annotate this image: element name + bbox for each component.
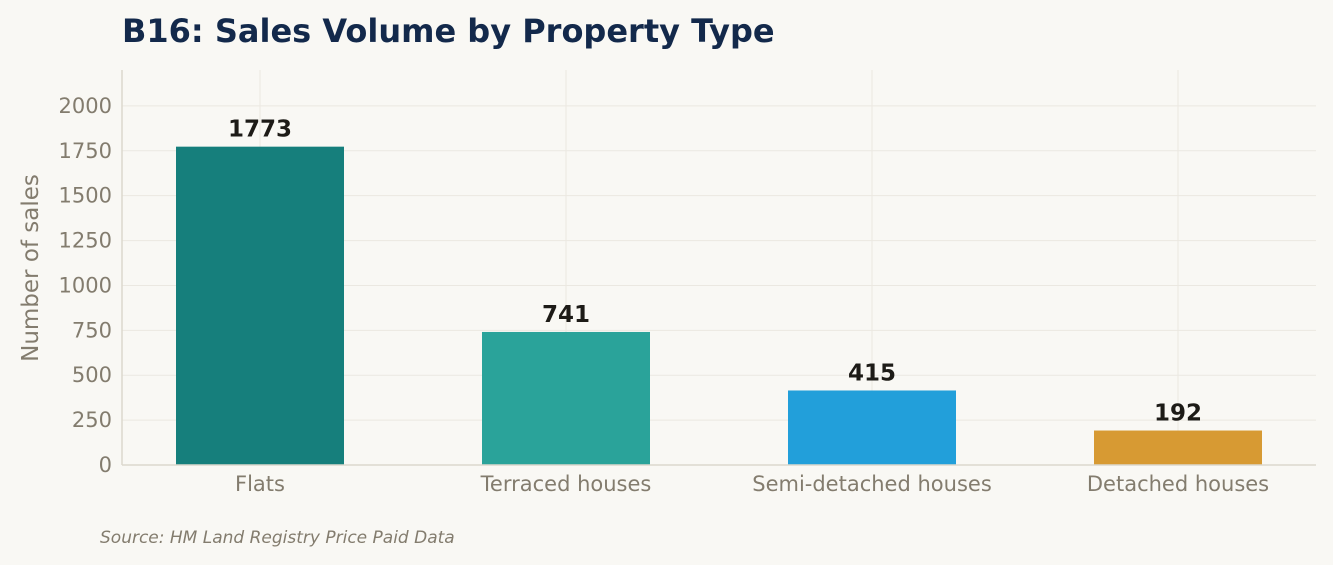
axes — [121, 70, 1316, 466]
y-tick-label: 2000 — [59, 94, 112, 118]
value-label: 741 — [542, 302, 590, 328]
value-labels: 1773 741 415 192 — [228, 117, 1202, 427]
bar-terraced-houses — [482, 331, 650, 465]
x-tick-label: Detached houses — [1087, 472, 1269, 496]
y-tick-label: 250 — [72, 408, 112, 432]
y-tick-label: 1250 — [59, 229, 112, 253]
source-note: Source: HM Land Registry Price Paid Data — [100, 528, 455, 548]
bar-semi-detached-houses — [788, 390, 956, 465]
y-tick-label: 1750 — [59, 139, 112, 163]
x-tick-label: Flats — [235, 472, 285, 496]
bars — [176, 146, 1262, 466]
x-tick-label: Semi-detached houses — [752, 472, 992, 496]
y-tick-label: 1500 — [59, 184, 112, 208]
y-tick-label: 0 — [99, 453, 112, 477]
y-tick-label: 1000 — [59, 273, 112, 297]
chart-title: B16: Sales Volume by Property Type — [122, 12, 775, 50]
bar-flats — [176, 146, 344, 466]
value-label: 192 — [1154, 401, 1202, 427]
y-tick-label: 750 — [72, 318, 112, 342]
y-tick-labels: 0 250 500 750 1000 1250 1500 1750 2000 — [59, 94, 112, 477]
y-tick-label: 500 — [72, 363, 112, 387]
value-label: 1773 — [228, 117, 292, 143]
y-axis-label: Number of sales — [18, 174, 44, 362]
bar-detached-houses — [1094, 430, 1262, 465]
x-tick-label: Terraced houses — [480, 472, 652, 496]
x-tick-labels: Flats Terraced houses Semi-detached houses… — [235, 472, 1269, 496]
value-label: 415 — [848, 360, 896, 386]
